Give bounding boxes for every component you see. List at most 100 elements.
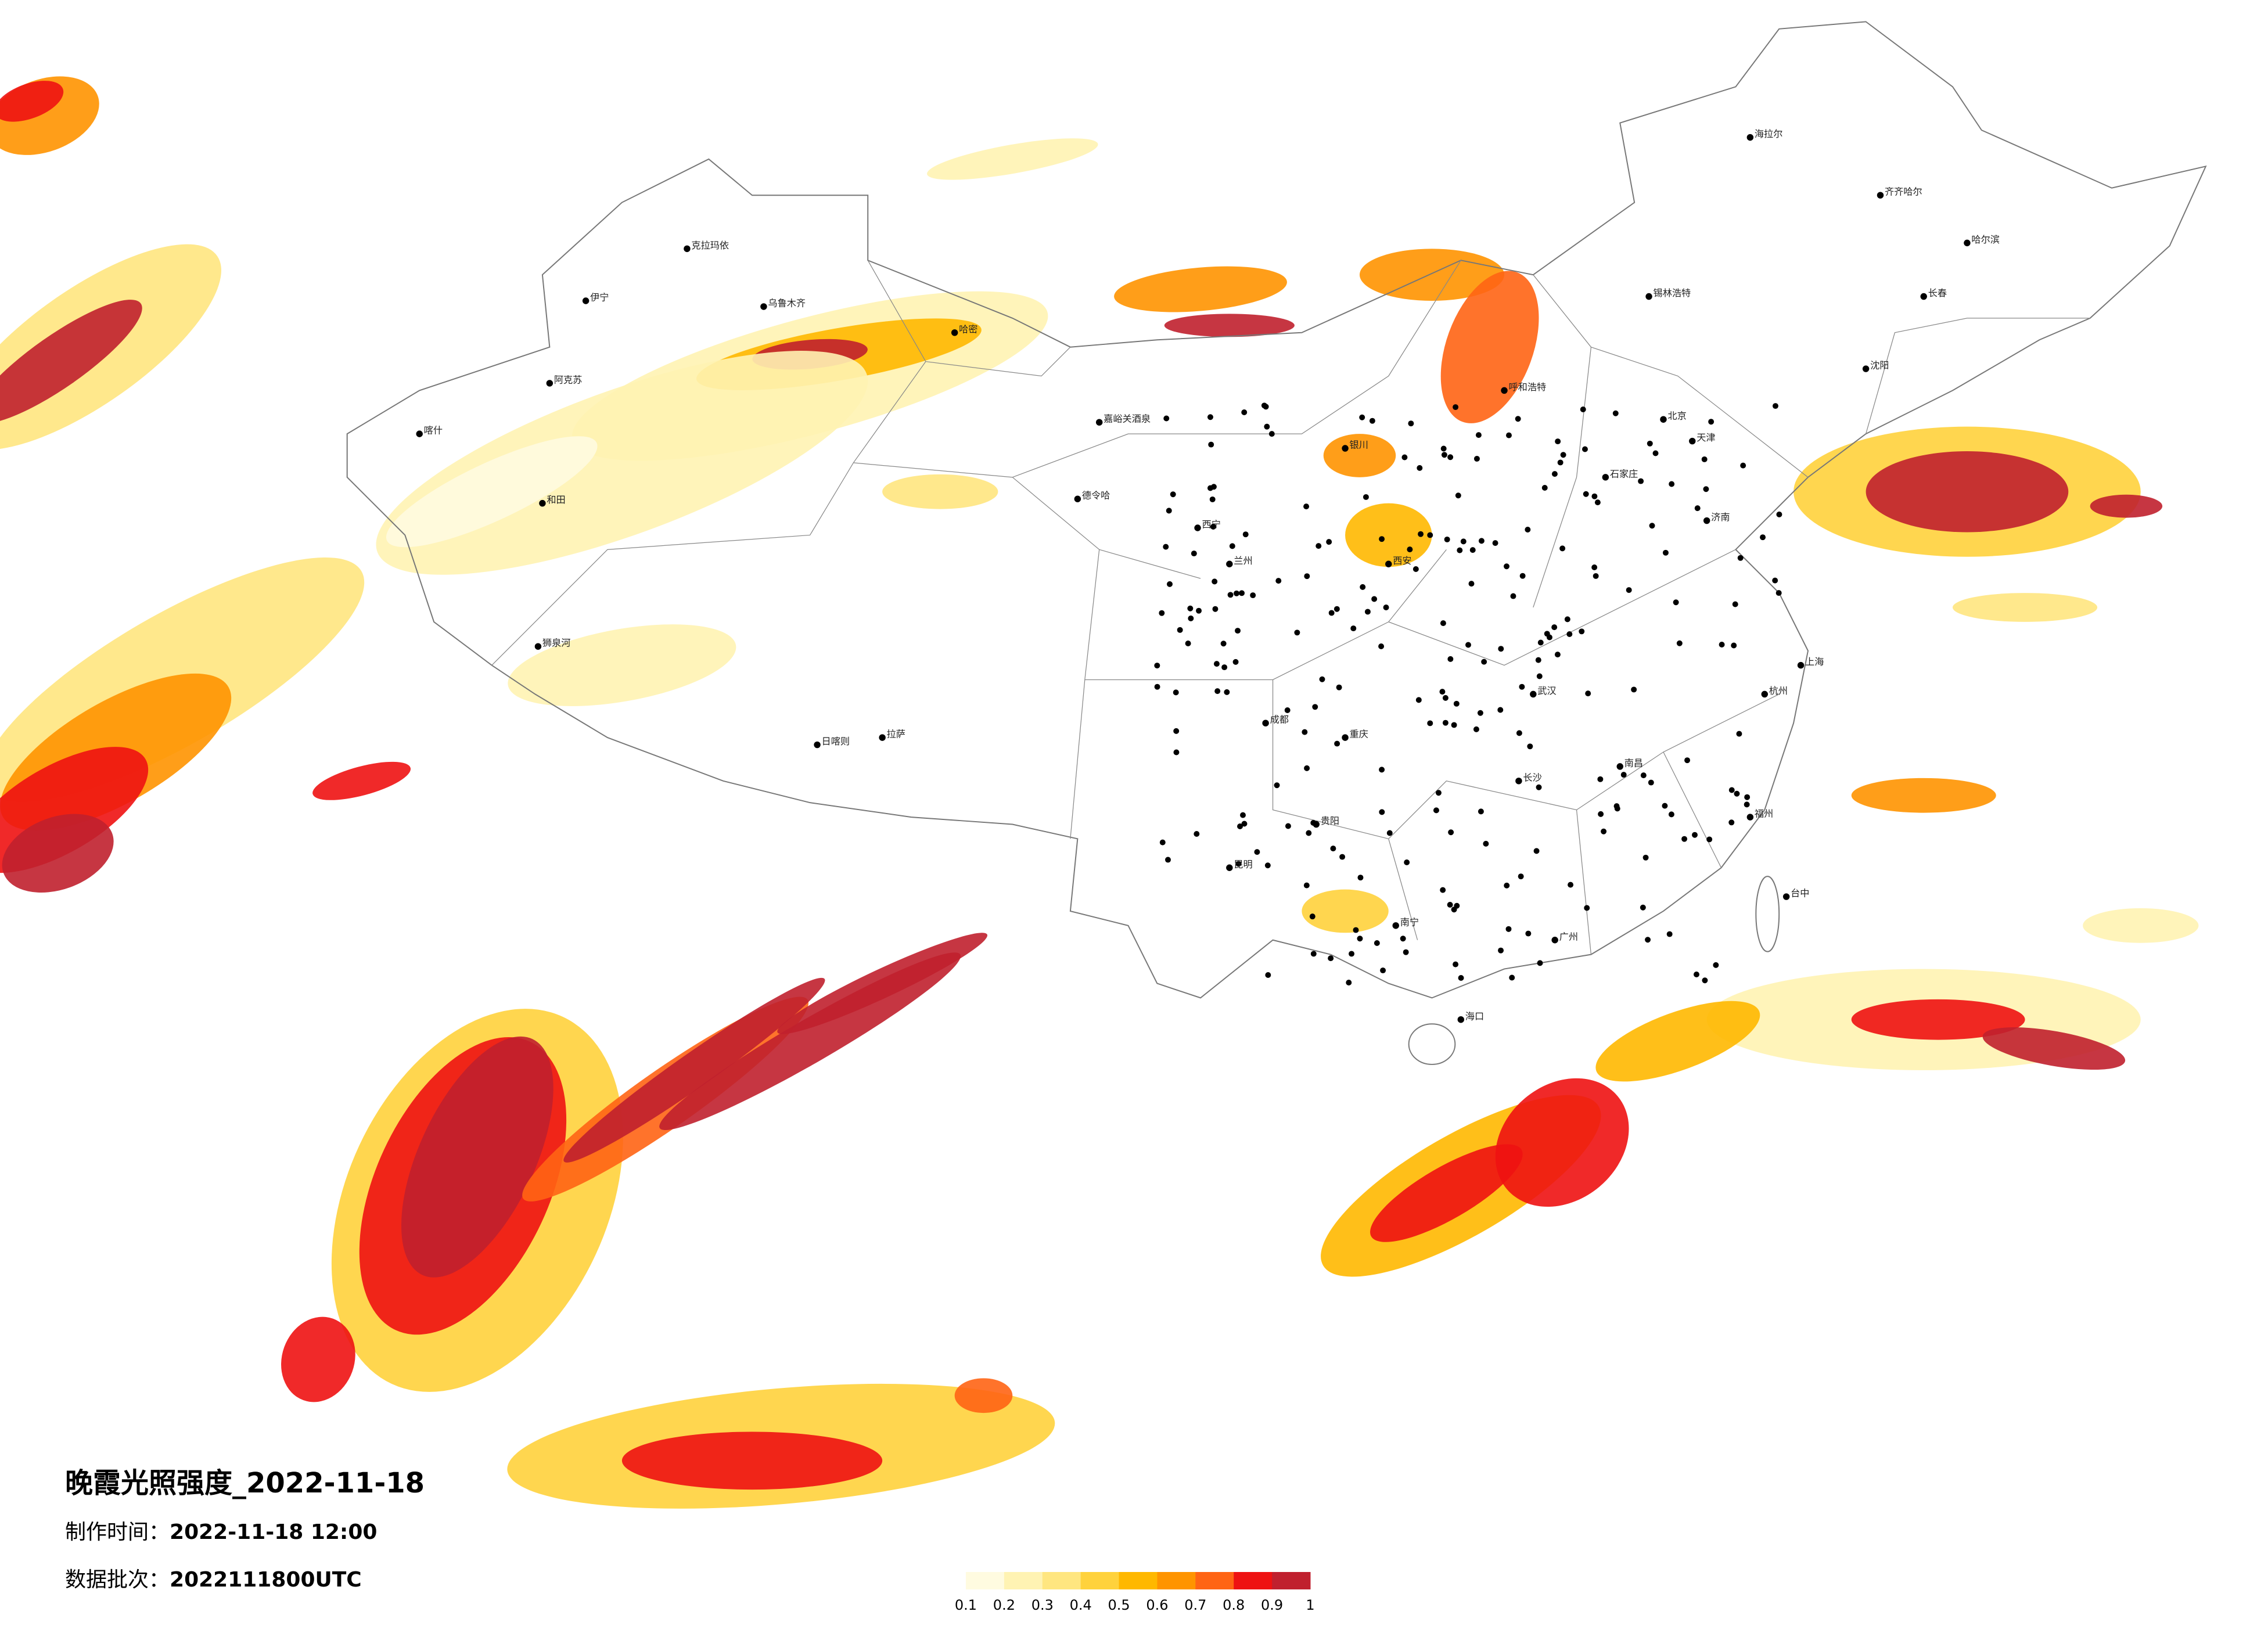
station-dot [1330,846,1336,852]
intensity-patch [401,1036,553,1278]
station-dot [1339,854,1346,860]
station-dot [1601,828,1607,834]
intensity-patch [1851,999,2025,1040]
station-dot [1427,720,1433,726]
intensity-patch [1953,593,2098,622]
station-dot [1208,441,1214,448]
city-label: 天津 [1696,432,1715,443]
station-dot [1165,857,1171,863]
city-dot [1095,419,1103,426]
city-label: 长沙 [1523,772,1541,783]
station-dot [1433,807,1439,814]
intensity-patch [621,1431,883,1490]
station-dot [1369,418,1375,424]
station-dot [1440,887,1446,893]
station-dot [1728,819,1735,826]
station-dot [1379,536,1385,542]
station-dot [1652,450,1659,456]
city-dot [1746,134,1754,141]
colorbar-swatch [1234,1572,1273,1589]
station-dot [1326,539,1332,545]
station-dot [1541,485,1548,491]
station-dot [1235,628,1241,634]
station-dot [1620,772,1627,778]
station-dot [1731,642,1737,649]
station-dot [1210,524,1216,530]
intensity-patch [1164,314,1295,337]
station-dot [1666,931,1673,937]
station-dot [1166,508,1172,514]
intensity-patch [386,436,598,548]
station-dot [1265,972,1271,979]
station-dot [1447,656,1454,662]
station-dot [1772,577,1778,584]
station-dot [1315,543,1322,549]
station-dot [1713,962,1719,968]
city-dot [879,734,886,741]
station-dot [1241,821,1248,827]
station-dot [1357,936,1363,942]
station-dot [1234,590,1240,596]
city-dot [416,430,423,437]
city-dot [1616,763,1623,770]
colorbar-tick-label: 1 [1306,1597,1314,1613]
station-dot [1346,979,1352,985]
station-dot [1483,840,1489,847]
station-dot [1254,849,1260,855]
station-dot [1159,839,1166,846]
station-dot [1412,566,1419,572]
station-dot [1312,704,1318,710]
station-dot [1400,936,1406,942]
intensity-patch [954,1378,1013,1413]
station-dot [1451,722,1457,728]
station-dot [1284,707,1291,714]
colorbar-tick-label: 0.9 [1261,1597,1283,1613]
city-label: 济南 [1711,512,1730,523]
station-dot [1585,690,1591,697]
city-label: 德令哈 [1082,490,1110,501]
city-dot [534,643,542,650]
station-dot [1163,544,1169,550]
station-dot [1328,955,1334,962]
intensity-patch [2090,494,2163,518]
city-dot [760,303,767,310]
city-dot [1226,864,1233,871]
station-dot [1591,564,1598,570]
station-dot [1551,471,1558,477]
station-dot [1673,599,1679,606]
colorbar-swatch [1004,1572,1043,1589]
station-dot [1303,882,1310,888]
station-dot [1447,454,1454,461]
station-dot [1473,455,1480,462]
station-dot [1536,673,1543,679]
city-dot [1689,437,1696,445]
city-dot [1964,239,1971,247]
station-dot [1557,459,1563,466]
station-dot [1364,609,1371,615]
city-label: 伊宁 [590,292,609,303]
city-dot [1262,720,1269,726]
city-label: 北京 [1667,411,1686,422]
station-dot [1207,414,1213,420]
station-dot [1533,848,1540,854]
intensity-patch [312,761,411,800]
station-dot [1631,686,1637,693]
city-label: 克拉玛依 [691,240,729,251]
station-dot [1415,697,1422,703]
station-dot [1645,937,1651,943]
station-dot [1360,584,1366,590]
colorbar-swatch [1157,1572,1196,1589]
station-dot [1519,684,1525,690]
intensity-patch [882,474,998,509]
station-dot [1240,812,1246,818]
station-dot [1478,808,1484,815]
station-dot [1527,743,1533,750]
station-dot [1185,640,1191,646]
station-dot [1442,720,1448,726]
station-dot [1371,596,1378,602]
station-dot [1518,873,1524,880]
station-dot [1535,657,1541,663]
